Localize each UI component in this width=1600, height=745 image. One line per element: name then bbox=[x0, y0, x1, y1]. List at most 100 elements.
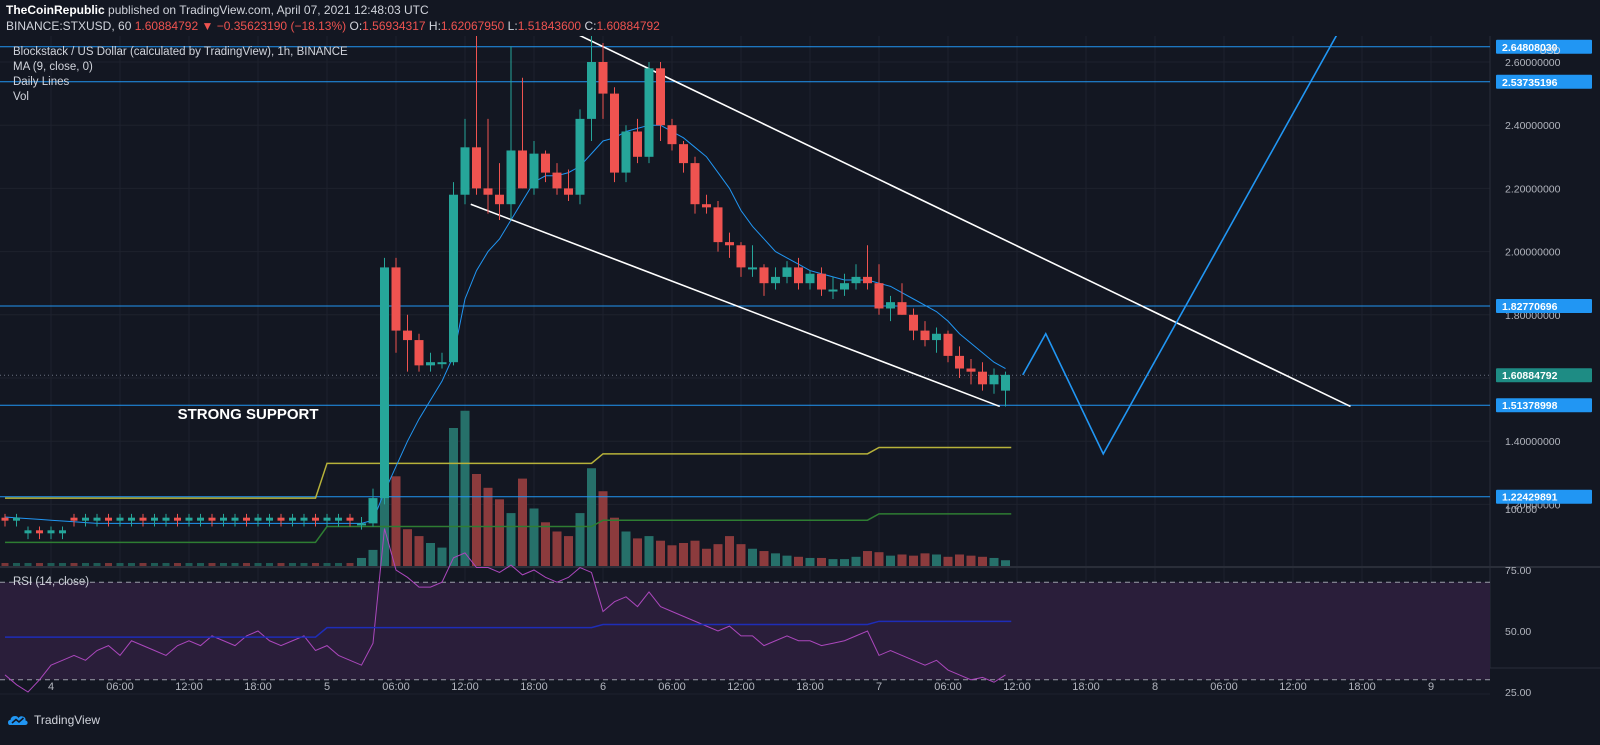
candle-body bbox=[736, 245, 746, 268]
time-tick-label: 18:00 bbox=[244, 681, 272, 693]
volume-bar bbox=[139, 563, 147, 566]
volume-bar bbox=[335, 563, 342, 566]
volume-bar bbox=[667, 545, 677, 566]
currency-label: USD bbox=[1539, 46, 1560, 57]
volume-bar bbox=[759, 551, 769, 566]
volume-bar bbox=[70, 563, 78, 566]
overlay-lines: STRONG SUPPORT bbox=[0, 36, 1490, 638]
tradingview-brand: TradingView bbox=[34, 713, 101, 727]
legend-rsi: RSI (14, close) bbox=[13, 576, 89, 588]
volume-bar bbox=[828, 559, 838, 566]
time-tick-label: 7 bbox=[876, 681, 882, 693]
symbol-ohlc-line: BINANCE:STXUSD, 60 1.60884792 ▼ −0.35623… bbox=[6, 19, 660, 33]
volume-bar bbox=[805, 557, 815, 566]
candle-body bbox=[771, 276, 780, 284]
level-price-tag-bg bbox=[1496, 74, 1592, 89]
axes: 2.60000000 2.40000000 2.20000000 2.00000000… bbox=[48, 39, 1592, 699]
volume-bar bbox=[24, 563, 32, 566]
volume-bar bbox=[93, 563, 101, 566]
level-price-tag: 2.64808030 bbox=[1502, 42, 1558, 54]
volume-bar bbox=[414, 536, 424, 566]
high-value: 1.62067950 bbox=[440, 19, 505, 33]
candle-body bbox=[13, 517, 20, 521]
candle-body bbox=[805, 273, 815, 284]
candle-body bbox=[656, 68, 665, 126]
volume-bar bbox=[713, 544, 723, 566]
volume-bar bbox=[932, 554, 941, 566]
volume-bar bbox=[794, 556, 803, 566]
candle-body bbox=[335, 517, 342, 521]
volume-bar bbox=[243, 563, 250, 566]
volume-bar bbox=[644, 536, 654, 566]
volume-bar bbox=[380, 445, 389, 566]
candle-body bbox=[782, 267, 792, 277]
candle-body bbox=[174, 517, 181, 521]
level-price-tag: 2.53735196 bbox=[1502, 77, 1558, 89]
volume-bar bbox=[897, 554, 907, 566]
close-label: C: bbox=[584, 19, 597, 33]
time-tick-label: 06:00 bbox=[382, 681, 410, 693]
candle-body bbox=[1, 517, 9, 521]
candle-body bbox=[725, 242, 734, 246]
candle-body bbox=[59, 530, 66, 534]
tradingview-logo[interactable]: TradingView bbox=[8, 713, 100, 727]
time-tick-label: 8 bbox=[1152, 681, 1158, 693]
candle-body bbox=[391, 267, 401, 331]
volume-bar bbox=[587, 468, 596, 566]
candle-body bbox=[932, 333, 941, 341]
candle-body bbox=[357, 523, 366, 526]
candle-body bbox=[460, 147, 470, 195]
candle-body bbox=[24, 530, 32, 534]
candle-body bbox=[197, 517, 204, 521]
price-tick-label: 2.00000000 bbox=[1505, 247, 1561, 259]
volume-bar bbox=[943, 556, 953, 566]
volume-bar bbox=[82, 563, 89, 566]
daily-line-green bbox=[5, 513, 1012, 544]
candle-body bbox=[380, 267, 389, 499]
legend-vol: Vol bbox=[13, 91, 29, 103]
candle-body bbox=[414, 340, 424, 366]
candle-body bbox=[151, 517, 158, 521]
volume-bar bbox=[13, 563, 20, 566]
trend-line bbox=[579, 36, 1351, 408]
time-tick-label: 12:00 bbox=[451, 681, 479, 693]
price-chart[interactable]: STRONG SUPPORT 2.60000000 2.40000000 2.200… bbox=[0, 36, 1600, 705]
volume-bar bbox=[403, 529, 412, 566]
volume-bar bbox=[220, 563, 227, 566]
price-tick-label: 1.40000000 bbox=[1505, 436, 1561, 448]
footer: TradingView bbox=[0, 705, 1600, 745]
candle-body bbox=[70, 517, 78, 521]
tradingview-cloud-icon bbox=[8, 716, 28, 725]
volume-bar bbox=[966, 555, 976, 566]
candle-body bbox=[909, 314, 918, 331]
publisher-name[interactable]: TheCoinRepublic bbox=[6, 3, 105, 17]
volume-bar bbox=[312, 563, 319, 566]
candle-body bbox=[702, 204, 711, 208]
strong-support-label: STRONG SUPPORT bbox=[178, 406, 319, 423]
candle-body bbox=[220, 517, 227, 521]
candle-body bbox=[575, 118, 585, 195]
candle-body bbox=[437, 362, 447, 365]
candle-body bbox=[794, 267, 803, 284]
level-price-tag: 1.51378998 bbox=[1502, 400, 1558, 412]
candle-body bbox=[529, 153, 539, 189]
low-value: 1.51843600 bbox=[517, 19, 582, 33]
time-tick-label: 06:00 bbox=[106, 681, 134, 693]
rsi-tick-label: 100.00 bbox=[1505, 504, 1537, 516]
projection-path bbox=[1022, 36, 1338, 456]
candle-body bbox=[621, 131, 631, 173]
candle-body bbox=[116, 517, 124, 521]
candle-body bbox=[610, 93, 619, 173]
published-text: published on TradingView.com, April 07, … bbox=[108, 3, 429, 17]
volume-bar bbox=[357, 557, 366, 566]
volume-bar bbox=[702, 548, 711, 566]
time-tick-label: 12:00 bbox=[175, 681, 203, 693]
daily-line-yellow bbox=[5, 446, 1012, 499]
time-tick-label: 18:00 bbox=[1072, 681, 1100, 693]
time-tick-label: 06:00 bbox=[934, 681, 962, 693]
last-price-tag: 1.60884792 bbox=[1502, 370, 1558, 382]
time-tick-label: 06:00 bbox=[1210, 681, 1238, 693]
volume-bar bbox=[564, 536, 573, 566]
volume-bar bbox=[817, 557, 826, 566]
volume-bar bbox=[840, 559, 849, 566]
